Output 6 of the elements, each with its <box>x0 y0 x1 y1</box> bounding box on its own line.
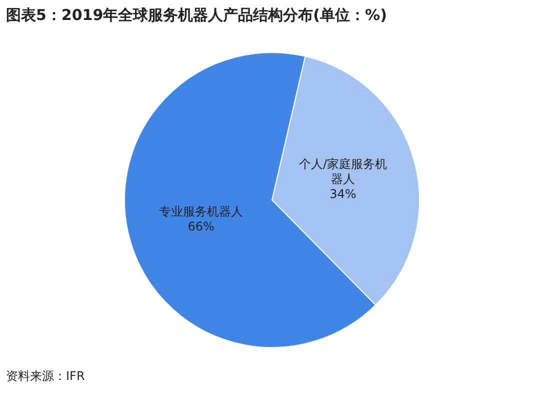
data-label: 34% <box>330 187 356 202</box>
text: 资料来源：IFR <box>6 368 85 385</box>
chart-title: 图表5：2019年全球服务机器人产品结构分布(单位：%) <box>6 6 387 25</box>
slice-label: 个人/家庭服务机器人 <box>298 157 387 186</box>
slice-label: 专业服务机器人 <box>159 204 244 219</box>
data-label: 66% <box>188 220 214 234</box>
